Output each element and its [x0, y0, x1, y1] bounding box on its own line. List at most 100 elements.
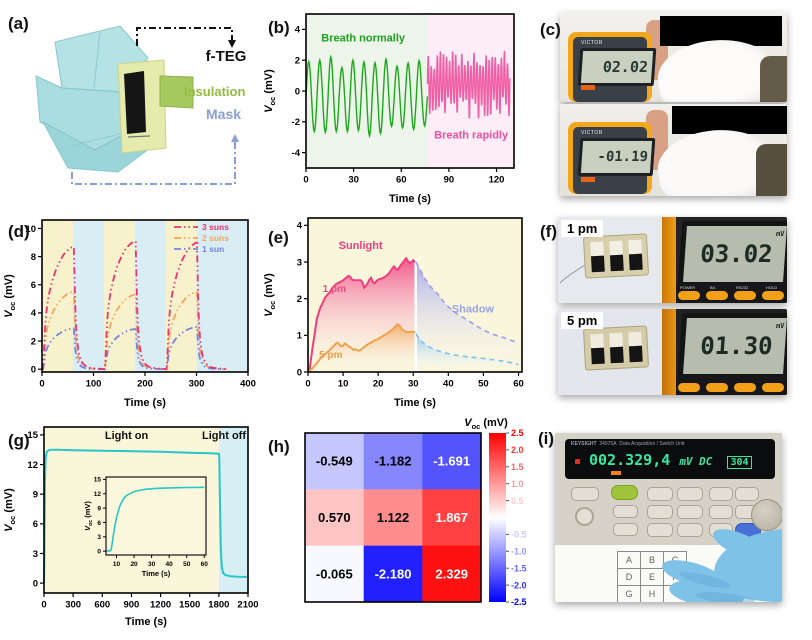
svg-text:15: 15: [94, 477, 102, 484]
svg-text:400: 400: [240, 379, 256, 390]
svg-text:15: 15: [27, 430, 38, 441]
svg-text:Breath normally: Breath normally: [321, 33, 406, 45]
svg-text:40: 40: [443, 379, 454, 390]
svg-text:0: 0: [39, 379, 44, 390]
panel-b: (b) 0 30 60 90 120 -4 -2 0 2 4 Breath normally Brea…: [258, 0, 538, 210]
panel-g: (g) 0 300 600 900 1200 1500 1800 2100 0 3 6 9 12 15 Li…: [0, 415, 258, 640]
svg-text:1: 1: [297, 331, 303, 342]
svg-text:120: 120: [489, 175, 505, 186]
multimeter-reading: 02.02: [577, 48, 657, 86]
svg-text:2: 2: [295, 56, 300, 67]
panel-label-e: (e): [268, 228, 289, 247]
meter-button: [678, 291, 700, 300]
meter-unit: mV: [775, 230, 785, 238]
meter-edge: [662, 217, 676, 303]
svg-text:-0.065: -0.065: [316, 566, 353, 581]
svg-text:1 sun: 1 sun: [202, 244, 224, 254]
panel-label-d: (d): [8, 222, 30, 241]
display-indicator: [575, 459, 580, 464]
teg-cell: [609, 332, 623, 348]
meter-button: [581, 177, 595, 182]
svg-text:2.0: 2.0: [511, 445, 524, 455]
daq-unit: mV DC: [679, 455, 713, 468]
daq-green-button: [611, 485, 638, 500]
jacket: [760, 56, 787, 102]
meter-button: [706, 383, 728, 392]
svg-text:0: 0: [33, 578, 38, 589]
svg-text:Voc (mV): Voc (mV): [3, 488, 17, 532]
meter-reading: 01.30 mV: [677, 313, 787, 379]
svg-text:60: 60: [396, 175, 407, 186]
svg-text:40: 40: [166, 561, 174, 568]
daq-model-desc: Data Acquisition / Switch Unit: [619, 441, 685, 447]
daq-button: [647, 523, 673, 537]
svg-text:50: 50: [183, 561, 191, 568]
panel-label-i: (i): [538, 429, 555, 448]
svg-text:0: 0: [295, 86, 300, 97]
series-1 sun: [42, 326, 227, 371]
svg-text:3: 3: [297, 257, 302, 268]
svg-text:Time (s): Time (s): [125, 616, 167, 628]
svg-text:Time (s): Time (s): [389, 193, 431, 205]
svg-text:-0.5: -0.5: [511, 530, 527, 540]
series-1 pm shadow: [415, 261, 519, 344]
daq-display: KEYSIGHT 34970A Data Acquisition / Switc…: [565, 439, 775, 479]
svg-text:0: 0: [97, 548, 101, 555]
svg-text:-4: -4: [292, 148, 301, 159]
series-Breath normally: [305, 54, 429, 139]
daq-button: [677, 487, 703, 501]
button-label: B/L: [710, 285, 717, 290]
svg-text:4: 4: [31, 308, 37, 319]
multimeter-brand: VICTOR: [581, 40, 603, 46]
series-5 pm shadow: [415, 333, 519, 366]
jacket: [756, 144, 787, 196]
svg-text:-2.5: -2.5: [511, 597, 527, 607]
svg-text:Time (s): Time (s): [142, 569, 171, 578]
svg-text:8: 8: [31, 252, 36, 263]
svg-text:Voc (mV): Voc (mV): [3, 274, 17, 318]
daq-button: [735, 487, 759, 501]
svg-text:2100: 2100: [237, 600, 258, 611]
svg-text:-1.691: -1.691: [433, 454, 470, 469]
series-1 pm sunlight: [307, 256, 416, 373]
svg-text:0: 0: [305, 379, 310, 390]
daq-button: [677, 505, 703, 519]
svg-text:5 pm: 5 pm: [319, 350, 342, 361]
daq-button: [709, 505, 733, 519]
daq-reading: 002.329,4 mV DC 304: [589, 451, 752, 469]
svg-text:1.0: 1.0: [511, 479, 524, 489]
svg-text:6: 6: [97, 520, 101, 527]
mask-photo-bottom: VICTOR -01.19: [560, 104, 787, 196]
svg-text:Voc (mV): Voc (mV): [263, 273, 277, 317]
svg-text:2: 2: [297, 294, 302, 305]
multimeter: VICTOR 02.02: [568, 32, 657, 102]
daq-button: [613, 523, 638, 536]
svg-text:Light off: Light off: [202, 430, 246, 442]
svg-text:300: 300: [65, 600, 81, 611]
series-voc: [43, 448, 249, 584]
meter-button: [678, 383, 700, 392]
voltage-heatmap: -0.549 -1.182 -1.691 0.570 1.122 1.867 -0.065 -…: [304, 417, 527, 607]
svg-text:100: 100: [86, 379, 102, 390]
outdoor-photo-5pm: 5 pm 01.30 mV: [558, 309, 787, 395]
svg-text:10: 10: [25, 224, 36, 235]
mask-photo-top: VICTOR 02.02: [560, 12, 787, 102]
daq-button: [647, 505, 673, 519]
svg-text:20: 20: [373, 379, 384, 390]
svg-text:4: 4: [297, 221, 303, 232]
daq-knob: [751, 499, 782, 531]
breath-voltage-chart: 0 30 60 90 120 -4 -2 0 2 4 Breath normally Breath r…: [263, 13, 515, 205]
svg-text:900: 900: [123, 600, 139, 611]
svg-text:Time (s): Time (s): [124, 397, 166, 409]
glove: [662, 529, 782, 602]
daq-button: [647, 487, 673, 501]
panel-label-a: (a): [8, 14, 29, 33]
svg-text:-1.5: -1.5: [511, 563, 527, 573]
svg-text:3 suns: 3 suns: [202, 222, 229, 232]
svg-text:-1.0: -1.0: [511, 547, 527, 557]
svg-text:10: 10: [113, 561, 121, 568]
svg-text:3: 3: [33, 549, 38, 560]
panel-e: (e) 0 10 20 30 40 50 60 0 1 2 3 4 Sunlight 1 pm 5 pm Sh…: [258, 210, 538, 415]
svg-text:Shadow: Shadow: [452, 304, 495, 316]
